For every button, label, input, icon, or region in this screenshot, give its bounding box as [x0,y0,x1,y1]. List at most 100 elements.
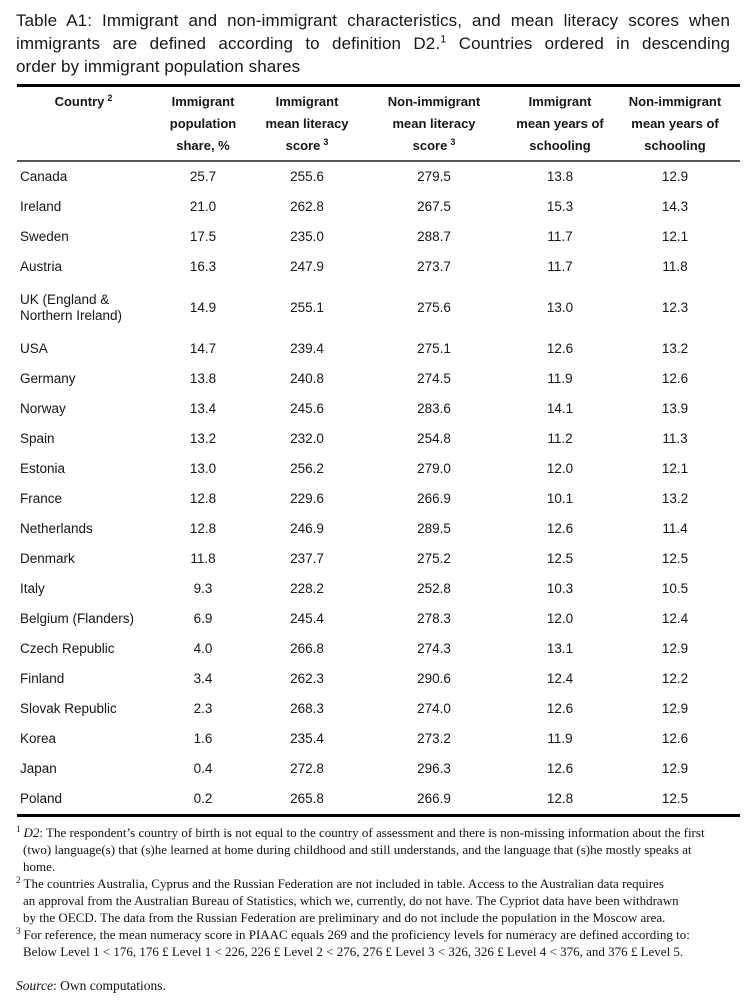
source-text: : Own computations. [53,978,166,993]
immigrant-literacy-cell: 255.1 [290,300,324,315]
nonimmigrant-schooling-cell: 12.6 [661,731,689,746]
nonimmigrant-literacy-cell: 278.3 [417,611,451,626]
immigrant-schooling-cell: 13.0 [546,300,574,315]
country-cell: Poland [20,791,63,806]
nonimmigrant-literacy-cell: 290.6 [417,671,451,686]
immigrant-schooling-cell: 13.1 [546,641,574,656]
table-row: Korea 1.6 235.4 273.2 11.9 12.6 [17,724,740,754]
footnote-line: 3 For reference, the mean numeracy score … [16,926,742,943]
footnote-3: 3 For reference, the mean numeracy score … [16,926,742,960]
table-row: Czech Republic 4.0 266.8 274.3 13.1 12.9 [17,634,740,664]
country-cell: Austria [20,259,63,274]
country-cell: Italy [20,581,45,596]
footnote-text: : The respondent’s country of birth is n… [39,825,705,840]
immigrant-schooling-cell: 12.4 [546,671,574,686]
nonimmigrant-literacy-cell: 275.1 [417,341,451,356]
table-row: UK (England & Northern Ireland) 14.9 255… [17,282,740,334]
immigrant-schooling-cell: 11.7 [547,259,573,274]
immigrant-share-cell: 13.2 [189,431,217,446]
col-header-immigrant-schooling: Immigrant mean years of schooling [510,85,610,162]
table-body: Canada 25.7 255.6 279.5 13.8 12.9 Irelan… [17,161,740,816]
immigrant-schooling-cell: 12.5 [546,551,574,566]
immigrant-literacy-cell: 256.2 [290,461,324,476]
table-row: Italy 9.3 228.2 252.8 10.3 10.5 [17,574,740,604]
nonimmigrant-literacy-cell: 254.8 [417,431,451,446]
immigrant-share-cell: 2.3 [193,701,213,716]
col-header-nonimmigrant-schooling: Non-immigrant mean years of schooling [610,85,740,162]
immigrant-literacy-cell: 232.0 [290,431,324,446]
immigrant-share-cell: 11.8 [190,551,216,566]
caption-text: Table A1: Immigrant and non-immigrant ch… [16,11,730,30]
country-cell: France [20,491,63,506]
table-row: Japan 0.4 272.8 296.3 12.6 12.9 [17,754,740,784]
immigrant-schooling-cell: 11.9 [547,731,573,746]
immigrant-literacy-cell: 262.8 [290,199,324,214]
nonimmigrant-schooling-cell: 13.2 [661,491,689,506]
immigrant-schooling-cell: 11.9 [547,371,573,386]
immigrant-share-cell: 12.8 [189,491,217,506]
nonimmigrant-schooling-cell: 12.2 [661,671,689,686]
country-cell: Netherlands [20,521,93,536]
footnote-1: 1 D2: The respondent’s country of birth i… [16,824,742,875]
country-cell: Ireland [20,199,62,214]
nonimmigrant-schooling-cell: 10.5 [661,581,689,596]
immigrant-literacy-cell: 266.8 [290,641,324,656]
country-cell: Korea [20,731,57,746]
nonimmigrant-schooling-cell: 12.5 [661,551,689,566]
col-header-country: Country 2 [17,85,150,162]
immigrant-schooling-cell: 10.1 [546,491,574,506]
caption-line: order by immigrant population shares [16,55,730,78]
immigrant-schooling-cell: 12.0 [546,461,574,476]
immigrant-literacy-cell: 272.8 [290,761,324,776]
table-row: Ireland 21.0 262.8 267.5 15.3 14.3 [17,192,740,222]
nonimmigrant-schooling-cell: 13.9 [661,401,689,416]
immigrant-share-cell: 4.0 [193,641,213,656]
footnote-marker: 3 [16,926,21,936]
table-row: Estonia 13.0 256.2 279.0 12.0 12.1 [17,454,740,484]
nonimmigrant-literacy-cell: 279.0 [417,461,451,476]
immigrant-literacy-cell: 239.4 [290,341,324,356]
nonimmigrant-schooling-cell: 12.1 [661,229,689,244]
table-row: Netherlands 12.8 246.9 289.5 12.6 11.4 [17,514,740,544]
table-row: Denmark 11.8 237.7 275.2 12.5 12.5 [17,544,740,574]
immigrant-literacy-cell: 247.9 [290,259,324,274]
nonimmigrant-literacy-cell: 279.5 [417,169,451,184]
footnote-italic-lead: D2 [23,825,40,840]
footnotes: 1 D2: The respondent’s country of birth i… [16,824,742,994]
footnote-text: The countries Australia, Cyprus and the … [23,876,664,891]
immigrant-schooling-cell: 14.1 [546,401,574,416]
header-row: Country 2 Immigrant population share, % I… [17,85,740,162]
nonimmigrant-literacy-cell: 273.2 [417,731,451,746]
col-header-immigrant-share: Immigrant population share, % [150,85,256,162]
table-row: Sweden 17.5 235.0 288.7 11.7 12.1 [17,222,740,252]
table-row: France 12.8 229.6 266.9 10.1 13.2 [17,484,740,514]
immigrant-literacy-cell: 240.8 [290,371,324,386]
nonimmigrant-schooling-cell: 12.4 [661,611,689,626]
immigrant-literacy-cell: 245.6 [290,401,324,416]
immigrant-share-cell: 6.9 [193,611,213,626]
nonimmigrant-schooling-cell: 12.3 [661,300,689,315]
immigrant-literacy-cell: 262.3 [290,671,324,686]
footnote-ref-3: 3 [323,136,329,147]
data-table: Country 2 Immigrant population share, % I… [17,84,740,817]
immigrant-literacy-cell: 228.2 [290,581,324,596]
nonimmigrant-literacy-cell: 296.3 [417,761,451,776]
caption-line: immigrants are defined according to defi… [16,32,730,55]
immigrant-schooling-cell: 12.6 [546,521,574,536]
country-cell: Spain [20,431,55,446]
nonimmigrant-literacy-cell: 266.9 [417,791,451,806]
immigrant-share-cell: 0.4 [193,761,213,776]
table-row: Norway 13.4 245.6 283.6 14.1 13.9 [17,394,740,424]
nonimmigrant-literacy-cell: 274.3 [417,641,451,656]
country-cell: UK (England & Northern Ireland) [20,292,123,323]
caption-line: Table A1: Immigrant and non-immigrant ch… [16,9,730,32]
country-cell: Norway [20,401,66,416]
nonimmigrant-schooling-cell: 11.8 [662,259,688,274]
immigrant-share-cell: 1.6 [193,731,213,746]
table-row: USA 14.7 239.4 275.1 12.6 13.2 [17,334,740,364]
footnote-marker: 1 [16,824,21,834]
immigrant-share-cell: 9.3 [193,581,213,596]
col-header-immigrant-literacy: Immigrant mean literacy score 3 [256,85,358,162]
col-header-label: Immigrant population share, % [169,94,237,153]
table-row: Canada 25.7 255.6 279.5 13.8 12.9 [17,161,740,192]
